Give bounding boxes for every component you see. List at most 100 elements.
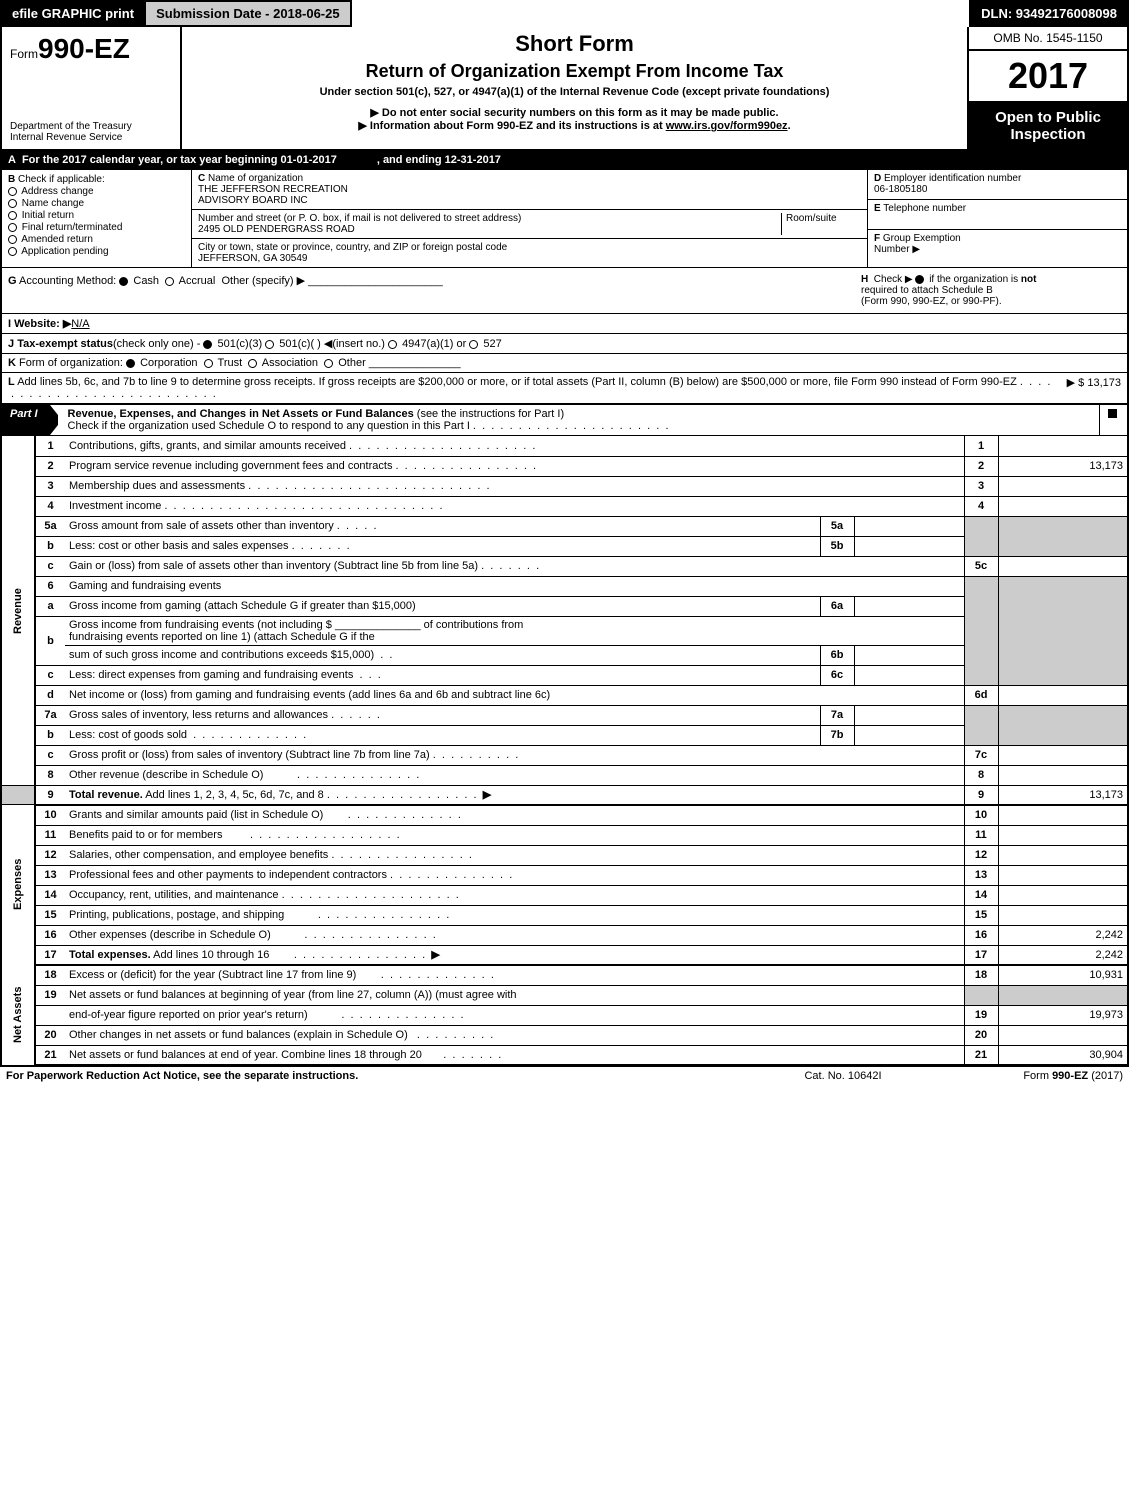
line-14-value xyxy=(998,885,1128,905)
short-form-title: Short Form xyxy=(194,31,955,57)
line-6d: d Net income or (loss) from gaming and f… xyxy=(1,685,1128,705)
row-j-tax-exempt: J Tax-exempt status(check only one) - 50… xyxy=(0,334,1129,354)
org-info-grid: B Check if applicable: Address change Na… xyxy=(0,170,1129,267)
side-net-assets: Net Assets xyxy=(1,965,35,1065)
chk-4947[interactable] xyxy=(388,340,397,349)
room-suite: Room/suite xyxy=(781,213,861,235)
chk-accrual[interactable] xyxy=(165,277,174,286)
line-9: 9 Total revenue. Add lines 1, 2, 3, 4, 5… xyxy=(1,785,1128,805)
line-4: 4 Investment income . . . . . . . . . . … xyxy=(1,496,1128,516)
row-i-website: I Website: ▶N/A xyxy=(0,314,1129,334)
chk-amended-return[interactable]: Amended return xyxy=(8,234,185,245)
org-name-2: ADVISORY BOARD INC xyxy=(198,195,308,206)
line-3: 3 Membership dues and assessments . . . … xyxy=(1,476,1128,496)
chk-cash[interactable] xyxy=(119,277,128,286)
line-3-value xyxy=(998,476,1128,496)
side-expenses: Expenses xyxy=(1,805,35,965)
irs-link[interactable]: www.irs.gov/form990ez xyxy=(666,120,788,132)
paperwork-notice: For Paperwork Reduction Act Notice, see … xyxy=(6,1070,743,1082)
line-8: 8 Other revenue (describe in Schedule O)… xyxy=(1,765,1128,785)
chk-final-return[interactable]: Final return/terminated xyxy=(8,222,185,233)
line-12-value xyxy=(998,845,1128,865)
chk-trust[interactable] xyxy=(204,359,213,368)
chk-application-pending[interactable]: Application pending xyxy=(8,246,185,257)
line-13-value xyxy=(998,865,1128,885)
line-12: 12 Salaries, other compensation, and emp… xyxy=(1,845,1128,865)
line-19-value: 19,973 xyxy=(998,1005,1128,1025)
line-11: 11 Benefits paid to or for members . . .… xyxy=(1,825,1128,845)
line-6c: c Less: direct expenses from gaming and … xyxy=(1,665,1128,685)
form-prefix: Form xyxy=(10,47,38,61)
line-6: 6 Gaming and fundraising events xyxy=(1,576,1128,596)
chk-address-change[interactable]: Address change xyxy=(8,186,185,197)
chk-association[interactable] xyxy=(248,359,257,368)
subtitle-section: Under section 501(c), 527, or 4947(a)(1)… xyxy=(194,86,955,98)
line-7c: c Gross profit or (loss) from sales of i… xyxy=(1,745,1128,765)
line-2: 2 Program service revenue including gove… xyxy=(1,456,1128,476)
line-6b: sum of such gross income and contributio… xyxy=(1,645,1128,665)
row-k-form-of-org: K Form of organization: Corporation Trus… xyxy=(0,354,1129,373)
ein: 06-1805180 xyxy=(874,184,927,195)
form-number: Form990-EZ xyxy=(10,33,172,65)
line-7a: 7a Gross sales of inventory, less return… xyxy=(1,705,1128,725)
row-l-gross-receipts: L Add lines 5b, 6c, and 7b to line 9 to … xyxy=(0,373,1129,405)
chk-501c3[interactable] xyxy=(203,340,212,349)
line-6b-top: b Gross income from fundraising events (… xyxy=(1,616,1128,645)
open-to-public: Open to PublicInspection xyxy=(969,103,1127,149)
gross-receipts-value: $ 13,173 xyxy=(1078,377,1121,389)
line-6d-value xyxy=(998,685,1128,705)
line-20: 20 Other changes in net assets or fund b… xyxy=(1,1025,1128,1045)
line-20-value xyxy=(998,1025,1128,1045)
line-1: Revenue 1 Contributions, gifts, grants, … xyxy=(1,436,1128,456)
line-17: 17 Total expenses. Add lines 10 through … xyxy=(1,945,1128,965)
form-ref: Form 990-EZ (2017) xyxy=(943,1070,1123,1082)
org-street: 2495 OLD PENDERGRASS ROAD xyxy=(198,224,355,235)
line-15: 15 Printing, publications, postage, and … xyxy=(1,905,1128,925)
efile-print-button[interactable]: efile GRAPHIC print xyxy=(0,0,146,27)
topbar: efile GRAPHIC print Submission Date - 20… xyxy=(0,0,1129,27)
line-15-value xyxy=(998,905,1128,925)
dept-treasury: Department of the Treasury xyxy=(10,121,172,132)
chk-schedule-o[interactable] xyxy=(1108,409,1117,418)
dln: DLN: 93492176008098 xyxy=(969,0,1129,27)
part-i-tag: Part I xyxy=(2,405,50,435)
side-revenue: Revenue xyxy=(1,436,35,785)
line-10: Expenses 10 Grants and similar amounts p… xyxy=(1,805,1128,825)
subtitle-ssn: ▶ Do not enter social security numbers o… xyxy=(194,106,955,119)
chk-501c[interactable] xyxy=(265,340,274,349)
lines-table: Revenue 1 Contributions, gifts, grants, … xyxy=(0,436,1129,1066)
part-i-header: Part I Revenue, Expenses, and Changes in… xyxy=(0,405,1129,436)
line-17-value: 2,242 xyxy=(998,945,1128,965)
omb-number: OMB No. 1545-1150 xyxy=(969,27,1127,51)
chk-h[interactable] xyxy=(915,275,924,284)
line-19-top: 19 Net assets or fund balances at beginn… xyxy=(1,985,1128,1005)
line-18-value: 10,931 xyxy=(998,965,1128,985)
cat-no: Cat. No. 10642I xyxy=(743,1070,943,1082)
line-19: end-of-year figure reported on prior yea… xyxy=(1,1005,1128,1025)
line-11-value xyxy=(998,825,1128,845)
chk-other[interactable] xyxy=(324,359,333,368)
row-g-h: G Accounting Method: Cash Accrual Other … xyxy=(0,267,1129,314)
chk-initial-return[interactable]: Initial return xyxy=(8,210,185,221)
row-a-calendar-year: A For the 2017 calendar year, or tax yea… xyxy=(0,151,1129,170)
form-header: Form990-EZ Department of the Treasury In… xyxy=(0,27,1129,151)
line-21-value: 30,904 xyxy=(998,1045,1128,1065)
line-7b: b Less: cost of goods sold . . . . . . .… xyxy=(1,725,1128,745)
line-16-value: 2,242 xyxy=(998,925,1128,945)
line-7c-value xyxy=(998,745,1128,765)
submission-date: Submission Date - 2018-06-25 xyxy=(146,0,352,27)
org-city: JEFFERSON, GA 30549 xyxy=(198,253,308,264)
line-5a: 5a Gross amount from sale of assets othe… xyxy=(1,516,1128,536)
subtitle-info: ▶ Information about Form 990-EZ and its … xyxy=(194,119,955,132)
col-b-check-applicable: B Check if applicable: Address change Na… xyxy=(2,170,192,267)
line-5c: c Gain or (loss) from sale of assets oth… xyxy=(1,556,1128,576)
chk-527[interactable] xyxy=(469,340,478,349)
line-4-value xyxy=(998,496,1128,516)
chk-name-change[interactable]: Name change xyxy=(8,198,185,209)
line-5c-value xyxy=(998,556,1128,576)
line-2-value: 13,173 xyxy=(998,456,1128,476)
page-footer: For Paperwork Reduction Act Notice, see … xyxy=(0,1066,1129,1085)
chk-corporation[interactable] xyxy=(126,359,135,368)
line-14: 14 Occupancy, rent, utilities, and maint… xyxy=(1,885,1128,905)
org-name-1: THE JEFFERSON RECREATION xyxy=(198,184,348,195)
